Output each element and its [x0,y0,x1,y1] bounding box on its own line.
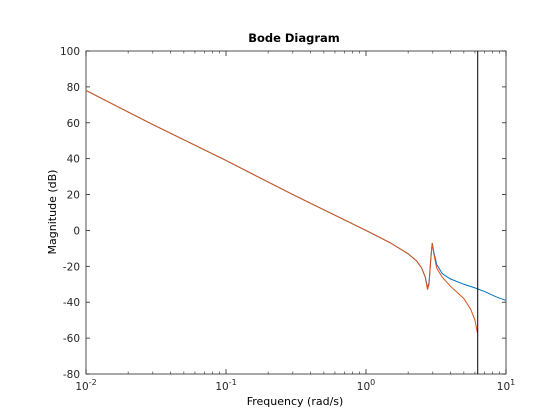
plot-area [85,50,507,375]
chart-title: Bode Diagram [248,31,340,45]
y-tick-label: -80 [63,369,80,381]
x-tick-label: 101 [497,378,515,393]
y-tick-label: -20 [63,261,80,273]
y-axis-label: Magnitude (dB) [46,170,59,255]
y-tick-label: 100 [60,46,80,58]
series-lines [85,90,507,333]
series-line-2 [85,90,478,333]
y-tick-label: 80 [67,82,80,94]
x-axis-label: Frequency (rad/s) [247,395,344,408]
x-tick-label: 10-1 [215,378,236,393]
y-tick-label: -40 [63,297,80,309]
y-tick-label: 40 [67,154,80,166]
y-tick-label: 0 [73,225,80,237]
x-tick-label: 100 [357,378,375,393]
y-tick-label: -60 [63,333,80,345]
x-tick-label: 10-2 [75,378,96,393]
y-tick-label: 60 [67,118,80,130]
y-tick-label: 20 [67,190,80,202]
